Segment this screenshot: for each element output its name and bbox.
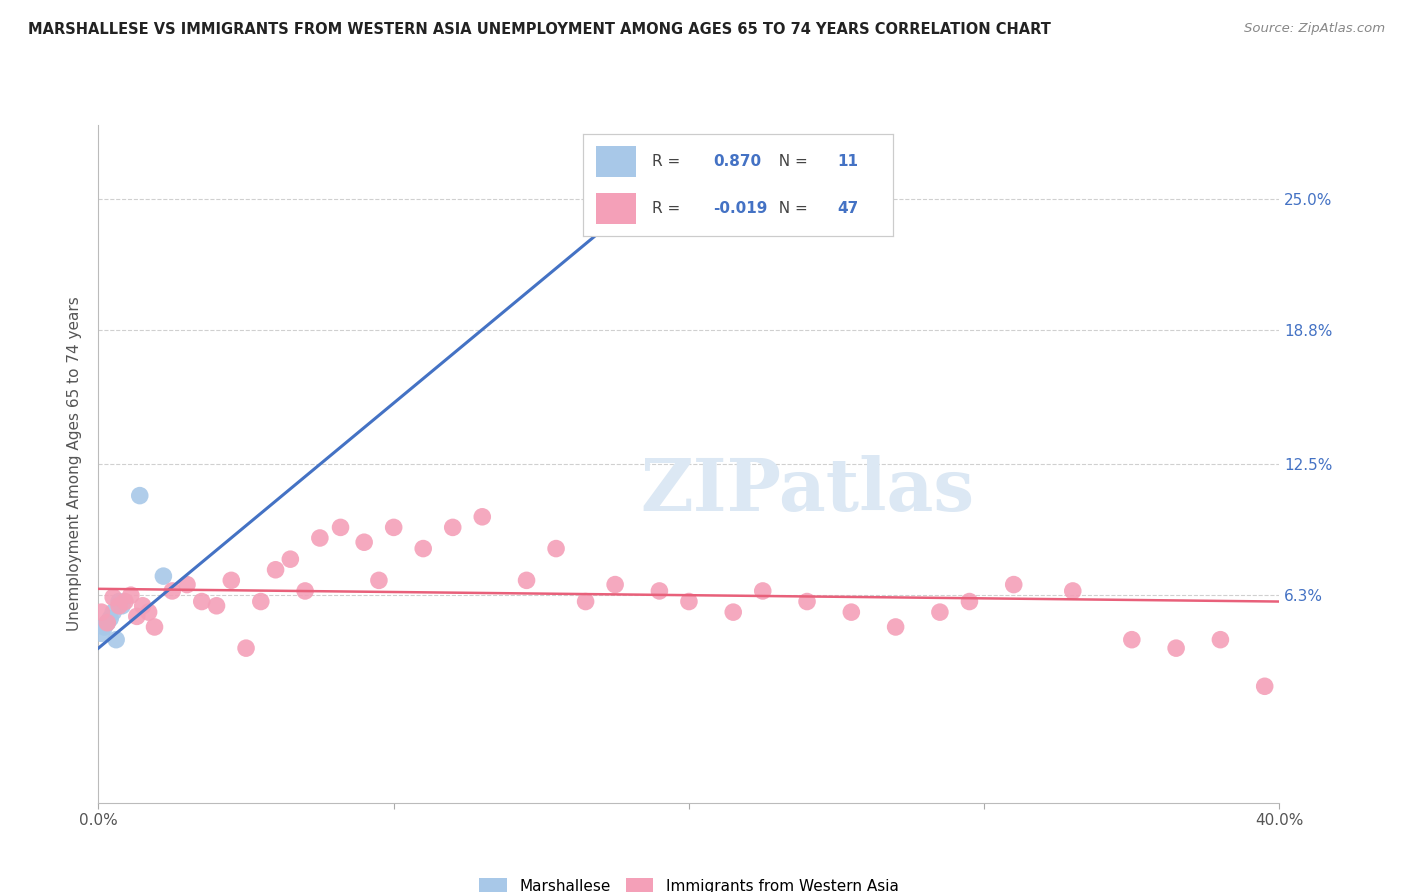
Point bbox=[90, 605, 112, 619]
Point bbox=[841, 605, 863, 619]
Point bbox=[309, 531, 332, 545]
Point bbox=[108, 599, 131, 613]
Point bbox=[103, 605, 125, 619]
Point bbox=[90, 626, 112, 640]
Point bbox=[1062, 583, 1084, 598]
Point bbox=[441, 520, 464, 534]
Point bbox=[633, 196, 655, 211]
Legend: Marshallese, Immigrants from Western Asia: Marshallese, Immigrants from Western Asi… bbox=[474, 871, 904, 892]
Text: 11: 11 bbox=[837, 154, 858, 169]
Point bbox=[1002, 577, 1025, 591]
FancyBboxPatch shape bbox=[596, 146, 636, 177]
Point bbox=[264, 563, 287, 577]
Point bbox=[928, 605, 950, 619]
Point bbox=[796, 594, 818, 608]
Text: -0.019: -0.019 bbox=[713, 202, 768, 216]
Point bbox=[98, 611, 121, 625]
Point bbox=[471, 509, 494, 524]
Text: Source: ZipAtlas.com: Source: ZipAtlas.com bbox=[1244, 22, 1385, 36]
Point bbox=[678, 594, 700, 608]
Point bbox=[128, 489, 150, 503]
Point bbox=[329, 520, 352, 534]
Text: 0.870: 0.870 bbox=[713, 154, 762, 169]
Point bbox=[1121, 632, 1143, 647]
Point bbox=[278, 552, 302, 566]
Point bbox=[120, 588, 142, 602]
Text: MARSHALLESE VS IMMIGRANTS FROM WESTERN ASIA UNEMPLOYMENT AMONG AGES 65 TO 74 YEA: MARSHALLESE VS IMMIGRANTS FROM WESTERN A… bbox=[28, 22, 1052, 37]
Y-axis label: Unemployment Among Ages 65 to 74 years: Unemployment Among Ages 65 to 74 years bbox=[67, 296, 83, 632]
Point bbox=[546, 541, 568, 556]
Point bbox=[368, 574, 391, 588]
Point bbox=[412, 541, 434, 556]
Point bbox=[152, 569, 174, 583]
Point bbox=[884, 620, 907, 634]
Point bbox=[111, 599, 134, 613]
Text: 47: 47 bbox=[837, 202, 859, 216]
Point bbox=[1164, 641, 1187, 656]
Point bbox=[353, 535, 375, 549]
Point bbox=[176, 577, 198, 591]
Point bbox=[132, 599, 155, 613]
Point bbox=[723, 605, 745, 619]
Text: ZIPatlas: ZIPatlas bbox=[640, 456, 974, 526]
Point bbox=[96, 615, 118, 630]
Point bbox=[162, 583, 183, 598]
Text: R =: R = bbox=[651, 154, 685, 169]
Point bbox=[605, 577, 627, 591]
Point bbox=[114, 594, 136, 608]
Text: R =: R = bbox=[651, 202, 685, 216]
Point bbox=[959, 594, 981, 608]
Point bbox=[1209, 632, 1232, 647]
Point bbox=[250, 594, 273, 608]
Point bbox=[105, 632, 128, 647]
Point bbox=[294, 583, 316, 598]
Point bbox=[108, 594, 131, 608]
Point bbox=[103, 591, 125, 605]
Text: N =: N = bbox=[769, 202, 813, 216]
Point bbox=[751, 583, 773, 598]
FancyBboxPatch shape bbox=[596, 194, 636, 224]
Point bbox=[191, 594, 214, 608]
Point bbox=[515, 574, 537, 588]
Point bbox=[235, 641, 257, 656]
Point bbox=[574, 594, 596, 608]
Point bbox=[96, 615, 118, 630]
Point bbox=[382, 520, 405, 534]
Point bbox=[205, 599, 228, 613]
Point bbox=[143, 620, 166, 634]
Point bbox=[125, 609, 148, 624]
Point bbox=[138, 605, 160, 619]
Point bbox=[648, 583, 671, 598]
Point bbox=[93, 620, 115, 634]
Point bbox=[219, 574, 242, 588]
Text: N =: N = bbox=[769, 154, 813, 169]
Point bbox=[1254, 679, 1277, 693]
